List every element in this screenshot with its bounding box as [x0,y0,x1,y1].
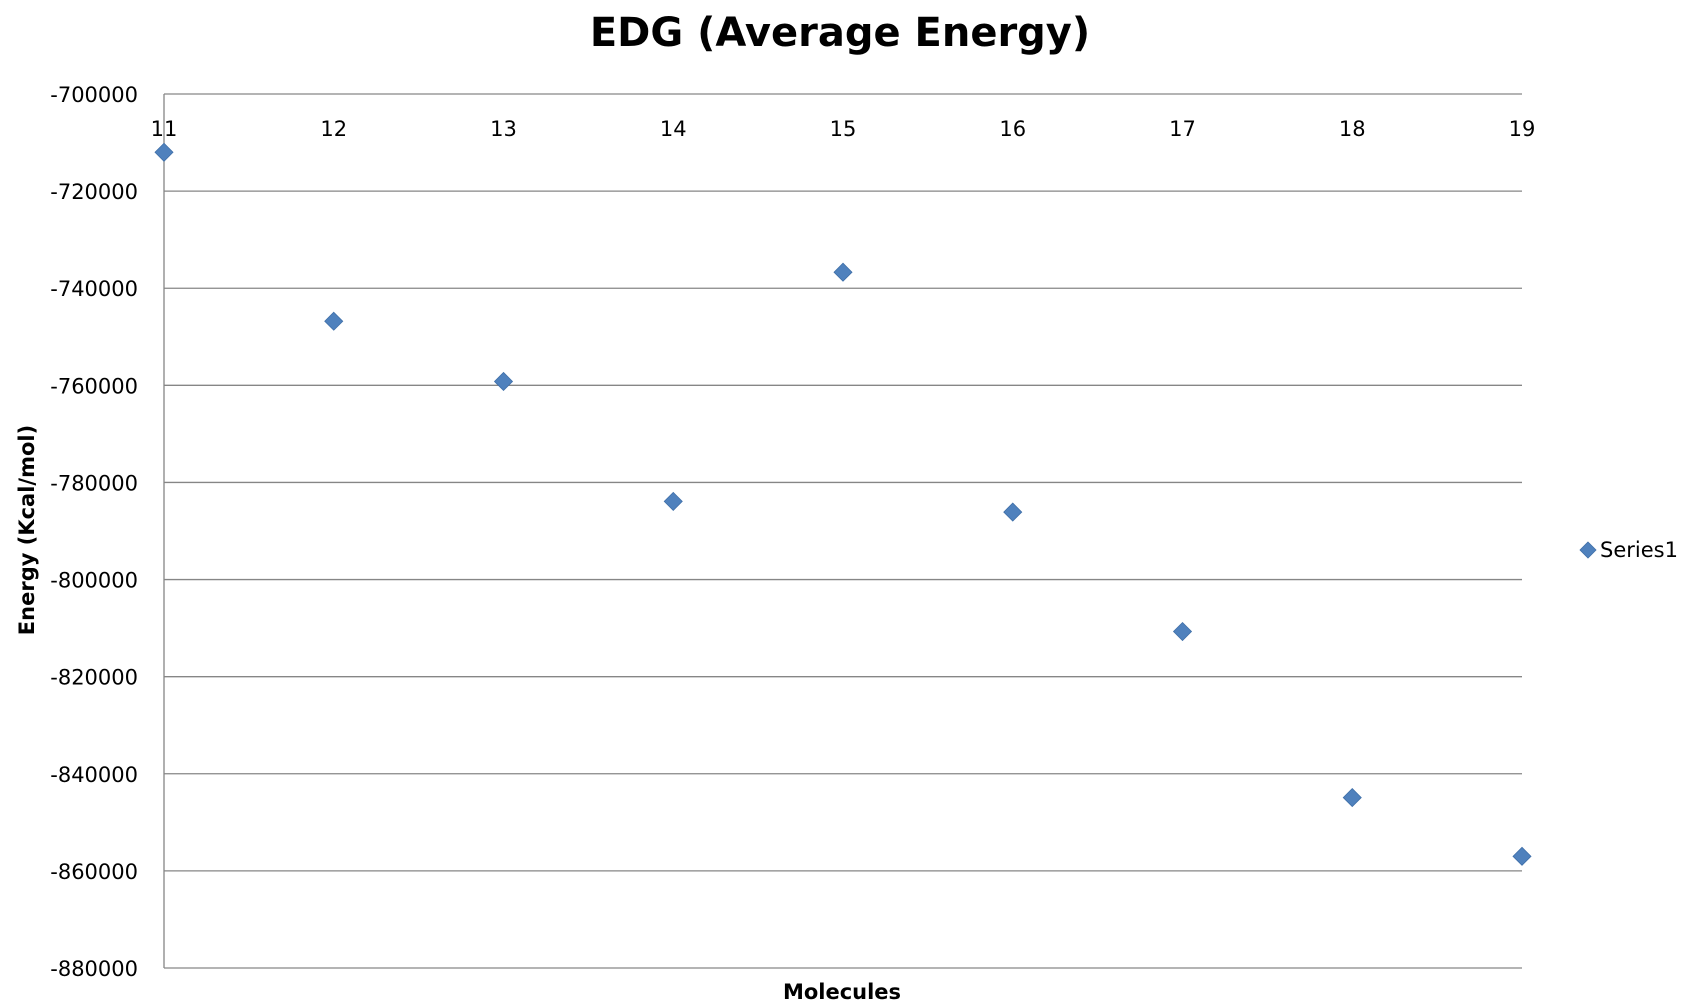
y-tick-label-0: -700000 [50,83,138,107]
y-tick-label-2: -740000 [50,277,138,301]
x-tick-label-14: 14 [660,117,687,141]
data-point-15 [833,262,853,282]
x-axis-title: Molecules [783,980,901,1002]
x-tick-label-16: 16 [999,117,1026,141]
data-point-18 [1342,788,1362,808]
y-tick-label-6: -820000 [50,666,138,690]
y-axis-title: Energy (Kcal/mol) [15,425,39,635]
data-point-17 [1172,621,1193,642]
x-tick-label-18: 18 [1339,117,1366,141]
y-tick-label-1: -720000 [50,180,138,204]
data-point-12 [324,311,344,331]
data-point-11 [154,142,174,162]
data-point-19 [1512,846,1532,866]
y-tick-label-8: -860000 [50,860,138,884]
legend: Series1 [1579,538,1678,562]
data-point-13 [493,371,514,392]
x-tick-label-17: 17 [1169,117,1196,141]
legend-marker-diamond [1579,541,1597,559]
x-tick-label-19: 19 [1509,117,1536,141]
x-tick-label-12: 12 [320,117,347,141]
series-points [154,142,1532,866]
legend-label-series1: Series1 [1600,538,1678,562]
x-tick-label-13: 13 [490,117,517,141]
x-tick-label-11: 11 [151,117,178,141]
y-tick-label-4: -780000 [50,471,138,495]
y-tick-label-7: -840000 [50,763,138,787]
y-tick-label-3: -760000 [50,374,138,398]
data-point-14 [663,491,683,511]
gridlines [164,93,1522,969]
x-axis-tick-labels: 11 12 13 14 15 16 17 18 19 [151,117,1536,141]
chart-title: EDG (Average Energy) [590,10,1090,56]
y-tick-label-9: -880000 [50,957,138,981]
y-axis-tick-labels: -700000 -720000 -740000 -760000 -780000 -8000… [50,83,138,981]
x-tick-label-15: 15 [830,117,857,141]
data-point-16 [1003,502,1023,522]
y-tick-label-5: -800000 [50,569,138,593]
